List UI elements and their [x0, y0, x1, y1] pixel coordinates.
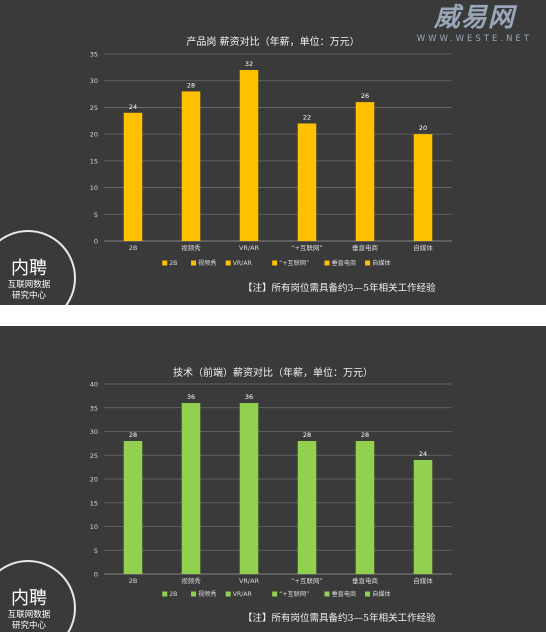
x-tick-label: 自媒体	[413, 576, 433, 585]
data-label: 20	[419, 124, 427, 132]
y-tick-label: 0	[94, 238, 98, 246]
neipin-logo: 内聘 互联网数据 研究中心	[0, 258, 58, 302]
x-tick-label: 视频秀	[181, 243, 201, 252]
panel-separator	[0, 305, 546, 326]
legend-swatch	[324, 591, 330, 597]
legend-label: “+互联网”	[279, 259, 309, 267]
x-tick-label: 自媒体	[413, 243, 433, 252]
y-tick-label: 5	[94, 547, 98, 555]
bar	[297, 441, 317, 574]
chart-panel-frontend: 0 5 10 15 20 25 30 35 40 28 2B 36 视频秀 36 VR/AR 28 “+互联网”…	[0, 326, 546, 632]
data-label: 36	[245, 393, 253, 401]
bar	[297, 123, 317, 241]
x-tick-label: VR/AR	[239, 244, 260, 252]
x-tick-label: VR/AR	[239, 577, 260, 585]
chart-note: 【注】所有岗位需具备约3—5年相关工作经验	[243, 613, 436, 624]
y-tick-label: 40	[90, 381, 98, 389]
data-label: 28	[129, 431, 137, 439]
x-tick-label: 2B	[129, 244, 138, 252]
data-label: 32	[245, 60, 253, 68]
bar	[181, 403, 201, 574]
x-tick-label: 垂直电商	[352, 243, 379, 252]
legend-swatch	[272, 260, 278, 266]
logo-line3: 研究中心	[11, 621, 46, 631]
data-label: 28	[187, 81, 195, 89]
logo-line1: 内聘	[11, 588, 47, 609]
y-tick-label: 0	[94, 571, 98, 579]
legend-swatch	[162, 260, 168, 266]
legend-swatch	[162, 591, 168, 597]
y-tick-label: 25	[90, 452, 98, 460]
legend-swatch	[225, 260, 231, 266]
y-tick-label: 15	[90, 499, 98, 507]
data-label: 28	[303, 431, 311, 439]
bar-chart-frontend: 0 5 10 15 20 25 30 35 40 28 2B 36 视频秀 36 VR/AR 28 “+互联网”…	[90, 381, 452, 598]
brand-name: 威易网	[433, 3, 515, 33]
legend-label: 视频秀	[198, 590, 217, 598]
bar	[123, 441, 143, 574]
data-label: 36	[187, 393, 195, 401]
chart-title: 产品岗 薪资对比（年薪，单位：万元）	[186, 37, 360, 48]
y-tick-label: 10	[90, 184, 98, 192]
x-tick-label: 2B	[129, 577, 138, 585]
y-tick-label: 5	[94, 211, 98, 219]
neipin-logo: 内聘 互联网数据 研究中心	[0, 588, 58, 632]
chart-title: 技术（前端）薪资对比（年薪，单位：万元）	[173, 368, 373, 379]
bar	[239, 70, 259, 242]
data-label: 24	[129, 103, 137, 111]
x-tick-label: “+互联网”	[291, 576, 323, 585]
brand-url: WWW.WESTE.NET	[416, 34, 532, 44]
legend-swatch	[191, 260, 197, 266]
legend-label: 视频秀	[198, 259, 217, 267]
legend-swatch	[191, 591, 197, 597]
chart-note: 【注】所有岗位需具备约3—5年相关工作经验	[243, 283, 436, 294]
legend-label: 垂直电商	[332, 259, 357, 267]
x-tick-label: “+互联网”	[291, 243, 323, 252]
bar	[355, 441, 375, 574]
bar	[413, 134, 433, 241]
legend-label: 2B	[169, 591, 177, 598]
x-tick-label: 视频秀	[181, 576, 201, 585]
y-tick-label: 20	[90, 131, 98, 139]
legend-label: 垂直电商	[332, 590, 357, 598]
y-tick-label: 30	[90, 428, 98, 436]
legend-label: “+互联网”	[279, 590, 309, 598]
legend-swatch	[225, 591, 231, 597]
brand-logo: 威易网 WWW.WESTE.NET	[417, 2, 532, 44]
y-tick-label: 25	[90, 104, 98, 112]
chart-panel-product: 0 5 10 15 20 25 30 35 24 2B 28 视频秀 32 VR/AR 22 “+互联网” 26…	[0, 0, 546, 305]
logo-line2: 互联网数据	[7, 610, 51, 620]
data-label: 24	[419, 450, 427, 458]
logo-circle	[0, 230, 76, 305]
y-tick-label: 35	[90, 404, 98, 412]
logo-line1: 内聘	[11, 258, 47, 279]
y-tick-label: 35	[90, 51, 98, 59]
logo-line2: 互联网数据	[7, 280, 51, 290]
legend-label: 2B	[169, 260, 177, 267]
legend-swatch	[365, 260, 371, 266]
bar	[413, 460, 433, 574]
legend-label: 自媒体	[372, 259, 391, 267]
bar	[123, 112, 143, 242]
y-tick-label: 10	[90, 523, 98, 531]
x-tick-label: 垂直电商	[352, 576, 379, 585]
legend-swatch	[324, 260, 330, 266]
legend-label: 自媒体	[372, 590, 391, 598]
y-tick-label: 15	[90, 157, 98, 165]
legend-label: VR/AR	[233, 260, 253, 267]
data-label: 26	[361, 92, 369, 100]
legend-swatch	[272, 591, 278, 597]
bar-chart-product: 0 5 10 15 20 25 30 35 24 2B 28 视频秀 32 VR/AR 22 “+互联网” 26…	[90, 51, 452, 267]
data-label: 22	[303, 113, 311, 121]
logo-line3: 研究中心	[11, 291, 46, 301]
bar	[239, 403, 259, 574]
data-label: 28	[361, 431, 369, 439]
y-tick-label: 20	[90, 476, 98, 484]
legend-swatch	[365, 591, 371, 597]
legend-label: VR/AR	[233, 591, 253, 598]
bar	[181, 91, 201, 242]
y-tick-label: 30	[90, 77, 98, 85]
bar	[355, 102, 375, 241]
